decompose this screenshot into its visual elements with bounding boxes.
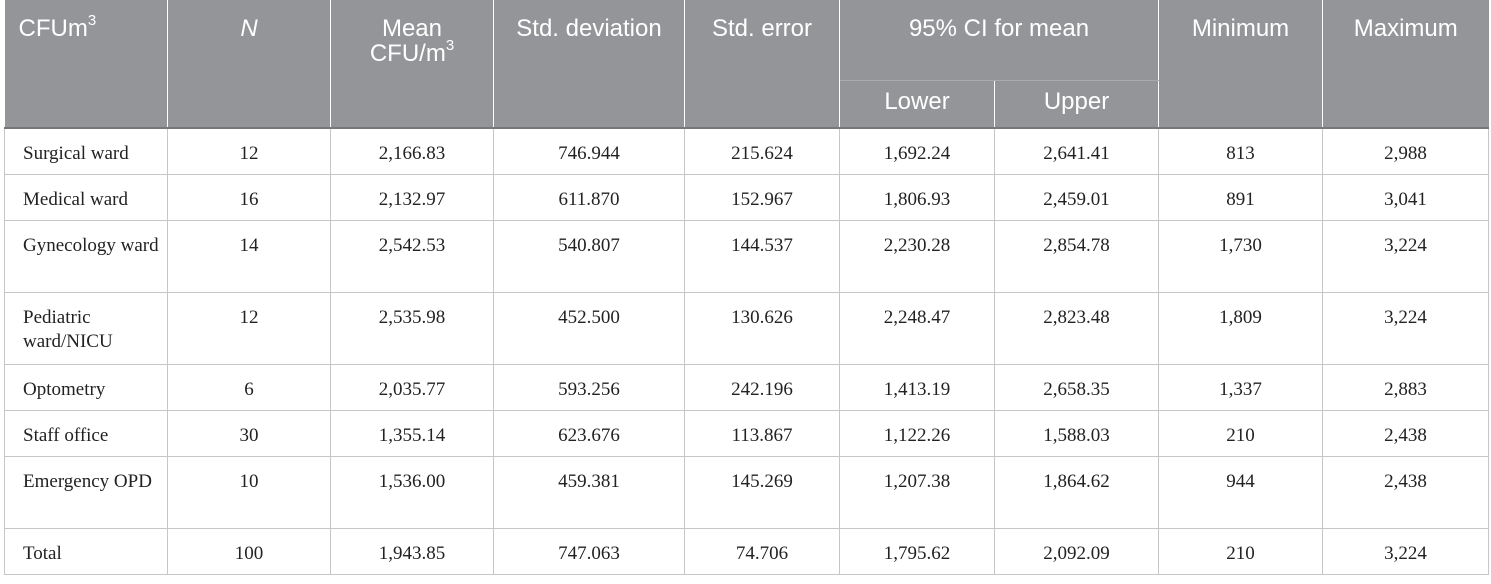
cell-sd: 746.944 [493,127,685,175]
cell-mean: 1,355.14 [330,409,494,457]
cell-mean: 2,535.98 [330,291,494,365]
header-ci: 95% CI for mean [839,0,1159,81]
cell-min: 813 [1158,127,1323,175]
cell-min: 1,337 [1158,363,1323,411]
cell-lower: 2,248.47 [839,291,995,365]
cell-max: 3,041 [1322,173,1489,221]
cell-n: 12 [167,291,331,365]
cell-se: 145.269 [684,455,840,529]
cell-lower: 1,207.38 [839,455,995,529]
row-label: Medical ward [4,173,168,221]
cell-lower: 1,122.26 [839,409,995,457]
table-row-total: Total 100 1,943.85 747.063 74.706 1,795.… [4,527,1489,575]
cell-max: 2,438 [1322,409,1489,457]
header-std-error: Std. error [684,0,840,129]
row-label: Pediatric ward/NICU [4,291,168,365]
cell-min: 944 [1158,455,1323,529]
cell-se: 242.196 [684,363,840,411]
cell-mean: 2,035.77 [330,363,494,411]
cell-upper: 1,588.03 [994,409,1159,457]
row-label: Staff office [4,409,168,457]
cell-sd: 452.500 [493,291,685,365]
statistics-table: CFUm3 N Mean CFU/m3 Std. deviation Std. e… [4,0,1489,575]
table-row: Optometry 6 2,035.77 593.256 242.196 1,4… [4,363,1489,411]
table-body: Surgical ward 12 2,166.83 746.944 215.62… [4,127,1489,575]
cell-lower: 1,806.93 [839,173,995,221]
cell-upper: 2,854.78 [994,219,1159,293]
cell-se: 215.624 [684,127,840,175]
row-label: Gynecology ward [4,219,168,293]
cell-sd: 747.063 [493,527,685,575]
cell-mean: 1,536.00 [330,455,494,529]
cell-sd: 540.807 [493,219,685,293]
cell-upper: 2,641.41 [994,127,1159,175]
table-row: Gynecology ward 14 2,542.53 540.807 144.… [4,219,1489,293]
table-row: Staff office 30 1,355.14 623.676 113.867… [4,409,1489,457]
cell-max: 2,438 [1322,455,1489,529]
cell-n: 6 [167,363,331,411]
table-row: Medical ward 16 2,132.97 611.870 152.967… [4,173,1489,221]
cell-sd: 459.381 [493,455,685,529]
cell-n: 30 [167,409,331,457]
table-row: Surgical ward 12 2,166.83 746.944 215.62… [4,127,1489,175]
cell-n: 16 [167,173,331,221]
row-label: Total [4,527,168,575]
row-label: Optometry [4,363,168,411]
cell-min: 1,730 [1158,219,1323,293]
cell-min: 210 [1158,409,1323,457]
header-mean: Mean CFU/m3 [330,0,494,129]
cell-max: 3,224 [1322,527,1489,575]
cell-max: 3,224 [1322,291,1489,365]
cell-lower: 1,413.19 [839,363,995,411]
cell-mean: 2,132.97 [330,173,494,221]
cell-se: 130.626 [684,291,840,365]
cell-upper: 2,658.35 [994,363,1159,411]
table-row: Pediatric ward/NICU 12 2,535.98 452.500 … [4,291,1489,365]
cell-se: 144.537 [684,219,840,293]
cell-se: 113.867 [684,409,840,457]
cell-lower: 1,795.62 [839,527,995,575]
cell-n: 14 [167,219,331,293]
cell-n: 12 [167,127,331,175]
cell-sd: 623.676 [493,409,685,457]
table-header: CFUm3 N Mean CFU/m3 Std. deviation Std. e… [4,0,1489,129]
cell-upper: 2,092.09 [994,527,1159,575]
cell-min: 891 [1158,173,1323,221]
row-label: Emergency OPD [4,455,168,529]
row-label: Surgical ward [4,127,168,175]
cell-max: 3,224 [1322,219,1489,293]
cell-sd: 611.870 [493,173,685,221]
header-maximum: Maximum [1322,0,1489,129]
cell-sd: 593.256 [493,363,685,411]
cell-min: 1,809 [1158,291,1323,365]
header-std-deviation: Std. deviation [493,0,685,129]
header-n: N [167,0,331,129]
cell-se: 152.967 [684,173,840,221]
cell-upper: 2,823.48 [994,291,1159,365]
cell-upper: 1,864.62 [994,455,1159,529]
cell-min: 210 [1158,527,1323,575]
cell-lower: 2,230.28 [839,219,995,293]
data-table-container: CFUm3 N Mean CFU/m3 Std. deviation Std. e… [4,0,1489,575]
table-row: Emergency OPD 10 1,536.00 459.381 145.26… [4,455,1489,529]
header-upper: Upper [994,80,1159,129]
cell-n: 100 [167,527,331,575]
cell-max: 2,988 [1322,127,1489,175]
cell-mean: 2,166.83 [330,127,494,175]
cell-upper: 2,459.01 [994,173,1159,221]
cell-max: 2,883 [1322,363,1489,411]
header-minimum: Minimum [1158,0,1323,129]
header-group: CFUm3 [4,0,168,129]
cell-n: 10 [167,455,331,529]
cell-mean: 1,943.85 [330,527,494,575]
cell-mean: 2,542.53 [330,219,494,293]
header-lower: Lower [839,80,995,129]
cell-se: 74.706 [684,527,840,575]
cell-lower: 1,692.24 [839,127,995,175]
